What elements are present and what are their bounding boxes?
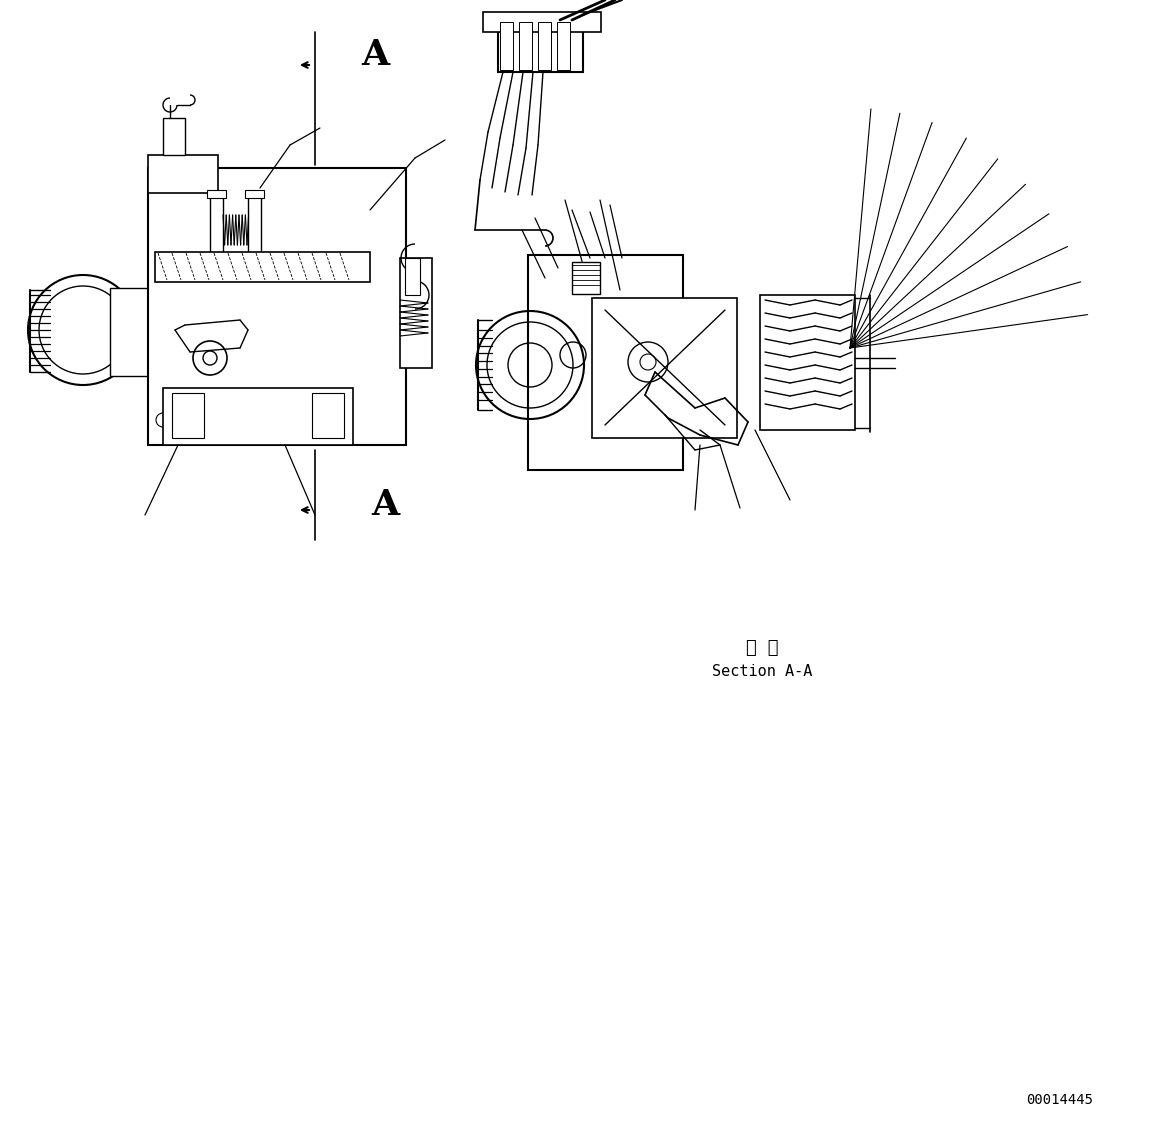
Bar — [572, 262, 600, 294]
Bar — [538, 22, 551, 70]
Bar — [528, 255, 683, 470]
Bar — [148, 155, 217, 193]
Bar — [557, 22, 570, 70]
Bar — [312, 393, 344, 438]
Bar — [405, 258, 420, 295]
Bar — [211, 195, 223, 259]
Bar — [592, 298, 737, 438]
Bar — [155, 251, 370, 282]
Bar — [148, 168, 406, 445]
Text: A: A — [371, 488, 399, 522]
Text: Section A-A: Section A-A — [712, 664, 812, 679]
Bar — [498, 19, 583, 72]
Bar — [519, 22, 531, 70]
Bar — [172, 393, 204, 438]
Bar — [110, 288, 148, 376]
Bar — [163, 387, 354, 445]
Bar — [400, 258, 431, 368]
Bar — [500, 22, 513, 70]
Bar — [163, 118, 185, 155]
Bar — [248, 195, 261, 259]
Text: 00014445: 00014445 — [1027, 1093, 1093, 1108]
Text: 断 面: 断 面 — [745, 639, 778, 657]
Bar — [207, 190, 226, 198]
Bar — [483, 11, 601, 32]
Bar — [759, 295, 855, 430]
Text: A: A — [361, 38, 390, 72]
Bar — [245, 190, 264, 198]
